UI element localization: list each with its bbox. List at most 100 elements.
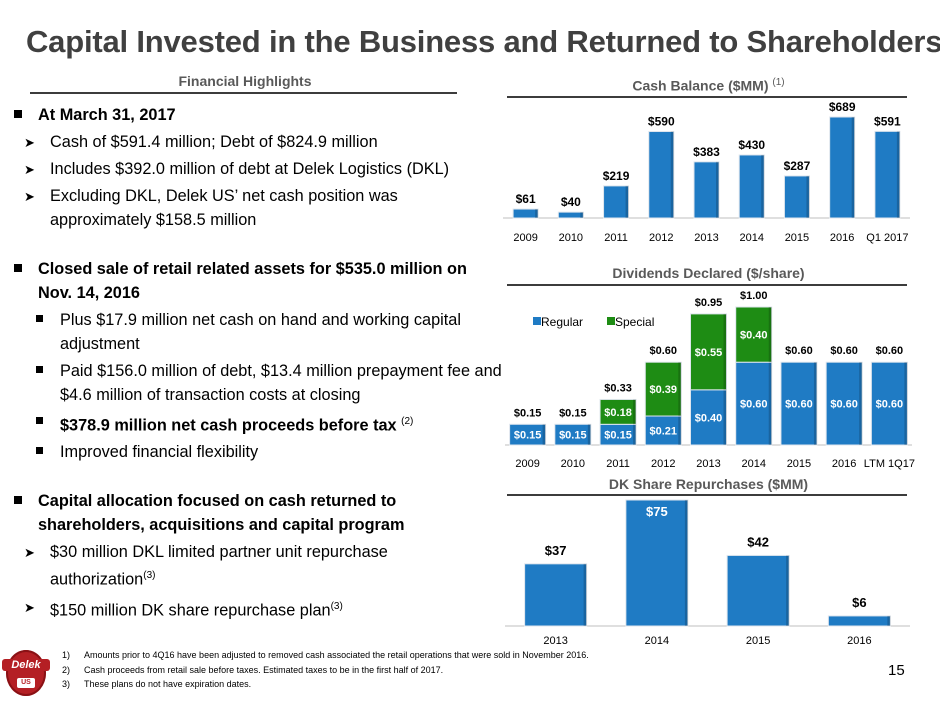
footnote-ref: (2) [401,416,414,427]
div-bar-regular-2010 [554,423,592,446]
sub-item-dkl-debt: ➤ Includes $392.0 million of debt at Del… [14,157,510,181]
div-bar-regular-2015 [780,361,818,446]
square-bullet-icon [14,264,22,272]
div-regular-label: $0.15 [559,430,587,442]
cash-x-tick: 2009 [513,232,537,244]
div-total-label: $0.60 [785,345,813,357]
sub-item-net-proceeds: $378.9 million net cash proceeds before … [14,410,510,437]
rep-x-tick: 2015 [746,635,770,647]
arrow-bullet-icon: ➤ [24,599,35,615]
bullet-text: Closed sale of retail related assets for… [38,260,467,302]
rep-data-label: $42 [747,534,769,549]
sub-item-text: Plus $17.9 million net cash on hand and … [60,311,461,353]
div-regular-label: $0.60 [785,399,813,411]
div-total-label: $0.15 [559,407,587,419]
sub-item-cash-debt: ➤ Cash of $591.4 million; Debt of $824.9… [14,130,510,154]
arrow-bullet-icon: ➤ [24,135,35,150]
div-regular-label: $0.60 [876,399,904,411]
div-special-label: $0.55 [695,347,723,359]
sub-item-text: Improved financial flexibility [60,443,259,462]
square-bullet-icon [36,447,43,455]
sub-item-net-cash-on-hand: Plus $17.9 million net cash on hand and … [14,308,500,356]
cash-bar-2010 [557,211,584,219]
sub-item-text: Paid $156.0 million of debt, $13.4 milli… [60,362,502,404]
div-bar-regular-LTM 1Q17-shade [904,362,908,445]
div-x-tick: 2016 [832,458,856,470]
div-regular-label: $0.21 [650,426,678,438]
div-special-label: $0.40 [740,330,768,342]
cash-bar-2016 [829,116,856,219]
div-bar-regular-2016-shade [859,362,863,445]
div-bar-special-2012-shade [678,362,682,417]
rep-data-label: $75 [646,504,668,519]
cash-bar-2014-shade [761,154,765,218]
cash-x-tick: 2012 [649,232,673,244]
div-x-tick: 2009 [515,458,539,470]
rep-bar-2014 [625,499,689,627]
footnote-number: 1) [62,650,71,660]
dividends-heading: Dividends Declared ($/share) [612,265,805,281]
cash-bar-2011-shade [625,185,629,218]
div-regular-label: $0.60 [830,399,858,411]
sub-item-text: Excluding DKL, Delek US’ net cash positi… [50,187,398,229]
rep-data-label: $6 [852,595,866,610]
rep-bar-2014-shade [684,500,688,626]
div-bar-regular-2012 [644,415,682,446]
div-total-label: $1.00 [740,290,768,302]
div-x-tick: LTM 1Q17 [864,458,915,470]
legend-special-swatch [607,317,615,325]
div-bar-special-2011-shade [633,399,637,425]
cash-bar-2012-shade [670,131,674,218]
sub-item-text: Cash of $591.4 million; Debt of $824.9 m… [50,133,378,151]
rep-data-label: $37 [545,543,567,558]
div-regular-label: $0.60 [740,399,768,411]
footnotes: 1) Amounts prior to 4Q16 have been adjust… [62,648,589,692]
div-total-label: $0.60 [876,345,904,357]
cash-bar-Q1 2017 [874,130,901,219]
div-bar-regular-2010-shade [587,424,591,445]
arrow-bullet-icon: ➤ [24,162,35,177]
financial-highlights-heading: Financial Highlights [178,73,312,89]
delek-logo: Delek US [2,650,50,696]
div-total-label: $0.60 [830,345,858,357]
rep-bar-2013 [524,563,588,627]
div-bar-special-2012 [644,361,682,417]
div-bar-regular-2012-shade [678,416,682,445]
div-bar-special-2013 [690,313,727,391]
div-x-tick: 2012 [651,458,675,470]
cash-data-label: $219 [603,169,630,183]
div-x-tick: 2015 [787,458,811,470]
div-x-tick: 2013 [696,458,720,470]
rep-x-tick: 2014 [645,635,669,647]
sub-item-net-cash: ➤ Excluding DKL, Delek US’ net cash posi… [14,184,470,232]
rep-x-tick: 2016 [847,635,871,647]
footnote-ref: (3) [330,600,343,612]
rep-bar-2015-shade [786,555,790,626]
bullet-capital-allocation: Capital allocation focused on cash retur… [14,489,458,537]
cash-x-tick: 2016 [830,232,854,244]
footnote-number: 2) [62,664,71,675]
dividends-rule [507,284,907,286]
square-bullet-icon [14,496,22,505]
financial-highlights-rule [30,92,457,94]
square-bullet-icon [36,315,43,322]
div-bar-regular-2014-shade [768,362,772,445]
div-bar-regular-LTM 1Q17 [870,361,908,446]
repurchases-heading: DK Share Repurchases ($MM) [608,476,809,492]
footnote-ref: (3) [143,570,156,582]
div-bar-special-2014-shade [768,307,772,363]
div-bar-special-2011 [599,398,637,425]
page-title: Capital Invested in the Business and Ret… [26,24,940,59]
repurchases-rule [507,494,907,496]
sub-item-dkl-repurchase: ➤ $30 million DKL limited partner unit r… [14,540,470,591]
logo-sub: US [17,678,35,688]
footnote-text: Cash proceeds from retail sale before ta… [84,664,444,675]
footnote-3: 3) These plans do not have expiration dat… [62,677,589,692]
cash-data-label: $590 [648,115,675,129]
legend-regular-label: Regular [541,315,583,329]
cash-x-tick: 2010 [559,232,583,244]
cash-bar-2015-shade [806,175,810,218]
bullet-text: At March 31, 2017 [38,106,176,124]
div-bar-regular-2009 [509,423,547,446]
